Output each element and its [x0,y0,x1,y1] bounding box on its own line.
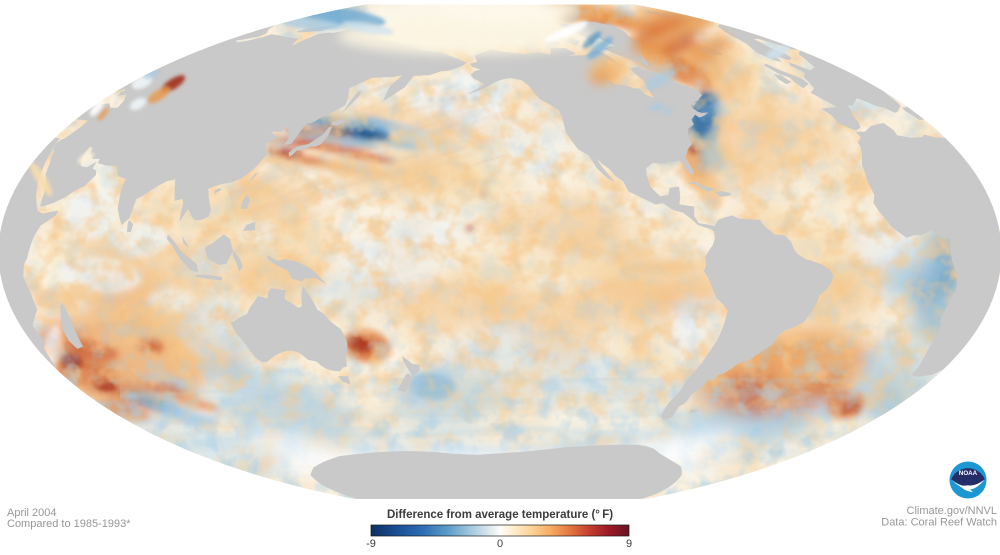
svg-text:April 2004: April 2004 [7,507,57,519]
svg-text:Compared to 1985-1993*: Compared to 1985-1993* [7,518,131,530]
svg-text:NOAA: NOAA [959,470,978,477]
svg-text:-9: -9 [366,538,376,550]
svg-text:Climate.gov/NNVL: Climate.gov/NNVL [907,505,997,517]
svg-text:9: 9 [626,538,632,550]
svg-text:Difference from average temper: Difference from average temperature (° F… [387,509,613,521]
svg-text:Data: Coral Reef Watch: Data: Coral Reef Watch [881,517,997,529]
svg-text:0: 0 [497,538,503,550]
